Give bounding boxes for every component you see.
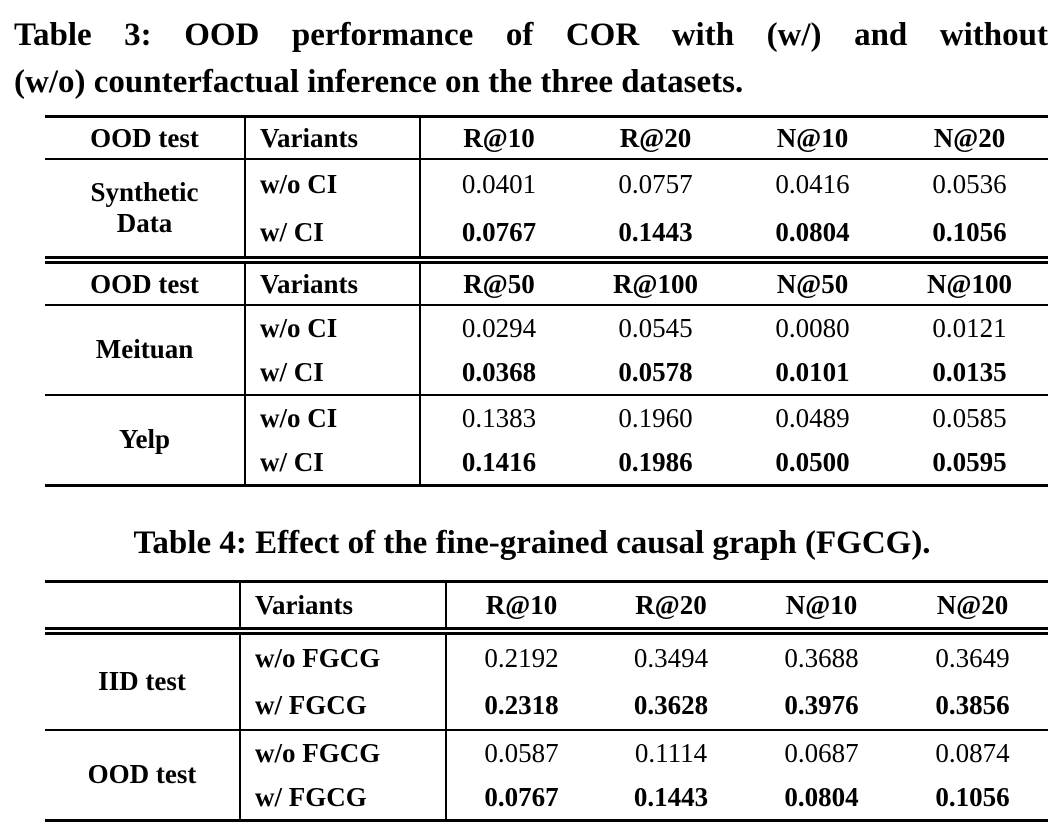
table-row: OOD test w/o FGCG 0.0587 0.1114 0.0687 0… (45, 730, 1048, 822)
dataset-label: Meituan (45, 305, 246, 396)
column-header-metric: N@20 (891, 115, 1048, 160)
metric-value: 0.0587 (484, 737, 559, 768)
column-header-ood-test: OOD test (45, 115, 246, 160)
testset-label-text: IID test (98, 666, 186, 697)
table-row: OOD test Variants R@50 R@100 N@50 N@100 (45, 260, 1048, 306)
metric-value: 0.1960 (618, 402, 693, 433)
column-header-metric: R@50 (420, 260, 577, 306)
table-row: w/ CI 0.0767 0.1443 0.0804 0.1056 (45, 208, 1048, 264)
caption-table-3-line-2: (w/o) counterfactual inference on the th… (14, 64, 744, 100)
dataset-label-text: Meituan (95, 334, 194, 365)
dataset-label: Synthetic Data (45, 159, 246, 264)
metric-value: 0.3649 (935, 643, 1010, 673)
table-row: OOD test Variants R@10 R@20 N@10 N@20 (45, 115, 1048, 160)
column-header-metric: R@10 (446, 580, 596, 635)
metric-value: 0.0080 (775, 312, 850, 343)
table-row: Yelp w/o CI 0.1383 0.1960 0.0489 0.0585 (45, 395, 1048, 487)
variant-label: w/ FGCG (240, 775, 447, 822)
metric-value: 0.1986 (577, 440, 734, 487)
table-row: w/ CI 0.0368 0.0578 0.0101 0.0135 (45, 350, 1048, 396)
variant-label: w/ CI (245, 208, 421, 264)
table-row: w/ FGCG 0.2318 0.3628 0.3976 0.3856 (45, 682, 1048, 731)
table-row: w/ CI 0.1416 0.1986 0.0500 0.0595 (45, 440, 1048, 487)
testset-label-text: OOD test (87, 759, 197, 790)
metric-value: 0.0536 (932, 168, 1007, 199)
table-4: Variants R@10 R@20 N@10 N@20 IID test w/… (45, 580, 1048, 822)
metric-value: 0.2318 (446, 682, 596, 731)
column-header-metric: N@10 (734, 115, 891, 160)
column-header-variants: Variants (240, 580, 447, 635)
variant-label: w/o FGCG (240, 730, 447, 775)
metric-value: 0.0767 (446, 775, 596, 822)
metric-value: 0.0416 (775, 168, 850, 199)
variant-label: w/o CI (245, 159, 421, 208)
caption-table-4: Table 4: Effect of the fine-grained caus… (133, 525, 931, 561)
metric-value: 0.3628 (596, 682, 746, 731)
column-header-metric: N@20 (897, 580, 1048, 635)
metric-value: 0.1114 (634, 737, 708, 768)
variant-label: w/o CI (245, 305, 421, 350)
column-header-variants: Variants (245, 260, 421, 306)
column-header-metric: N@10 (746, 580, 897, 635)
metric-value: 0.0489 (775, 402, 850, 433)
dataset-label-text: Yelp (118, 424, 170, 455)
metric-value: 0.0585 (932, 402, 1007, 433)
metric-value: 0.0101 (734, 350, 891, 396)
column-header-metric: N@100 (891, 260, 1048, 306)
table-row: Meituan w/o CI 0.0294 0.0545 0.0080 0.01… (45, 305, 1048, 396)
column-header-metric: N@50 (734, 260, 891, 306)
table-row: Variants R@10 R@20 N@10 N@20 (45, 580, 1048, 635)
metric-value: 0.1443 (577, 208, 734, 264)
testset-label: OOD test (45, 730, 241, 822)
metric-value: 0.0874 (935, 737, 1010, 768)
metric-value: 0.0368 (420, 350, 577, 396)
column-header-empty (45, 580, 241, 635)
caption-table-3: Table 3: OOD performance of COR with (w/… (14, 12, 1048, 106)
metric-value: 0.0500 (734, 440, 891, 487)
metric-value: 0.0757 (618, 168, 693, 199)
metric-value: 0.0767 (420, 208, 577, 264)
variant-label: w/o CI (245, 395, 421, 440)
column-header-variants: Variants (245, 115, 421, 160)
metric-value: 0.0687 (784, 737, 859, 768)
metric-value: 0.3856 (897, 682, 1048, 731)
table-row: Synthetic Data w/o CI 0.0401 0.0757 0.04… (45, 159, 1048, 264)
metric-value: 0.1416 (420, 440, 577, 487)
metric-value: 0.0401 (461, 168, 537, 199)
metric-value: 0.0595 (891, 440, 1048, 487)
column-header-metric: R@10 (420, 115, 577, 160)
table-row: w/ FGCG 0.0767 0.1443 0.0804 0.1056 (45, 775, 1048, 822)
variant-label: w/ CI (245, 350, 421, 396)
metric-value: 0.2192 (484, 643, 559, 673)
metric-value: 0.0578 (577, 350, 734, 396)
metric-value: 0.0135 (891, 350, 1048, 396)
metric-value: 0.1383 (461, 402, 537, 433)
metric-value: 0.3976 (746, 682, 897, 731)
caption-table-3-line-1: Table 3: OOD performance of COR with (w/… (14, 17, 1048, 53)
dataset-label-text: Synthetic Data (90, 176, 199, 238)
table-row: IID test w/o FGCG 0.2192 0.3494 0.3688 0… (45, 631, 1048, 731)
metric-value: 0.0804 (746, 775, 897, 822)
column-header-ood-test: OOD test (45, 260, 246, 306)
column-header-metric: R@20 (577, 115, 734, 160)
metric-value: 0.0545 (618, 312, 693, 343)
metric-value: 0.0804 (734, 208, 891, 264)
metric-value: 0.0121 (932, 312, 1007, 343)
testset-label: IID test (45, 631, 241, 731)
variant-label: w/o FGCG (240, 631, 447, 682)
metric-value: 0.1056 (891, 208, 1048, 264)
column-header-metric: R@20 (596, 580, 746, 635)
metric-value: 0.3494 (633, 643, 709, 673)
metric-value: 0.3688 (784, 643, 859, 673)
dataset-label: Yelp (45, 395, 246, 487)
table-3: OOD test Variants R@10 R@20 N@10 N@20 Sy… (45, 115, 1048, 487)
variant-label: w/ CI (245, 440, 421, 487)
variant-label: w/ FGCG (240, 682, 447, 731)
metric-value: 0.1056 (897, 775, 1048, 822)
column-header-metric: R@100 (577, 260, 734, 306)
metric-value: 0.1443 (596, 775, 746, 822)
metric-value: 0.0294 (461, 312, 537, 343)
